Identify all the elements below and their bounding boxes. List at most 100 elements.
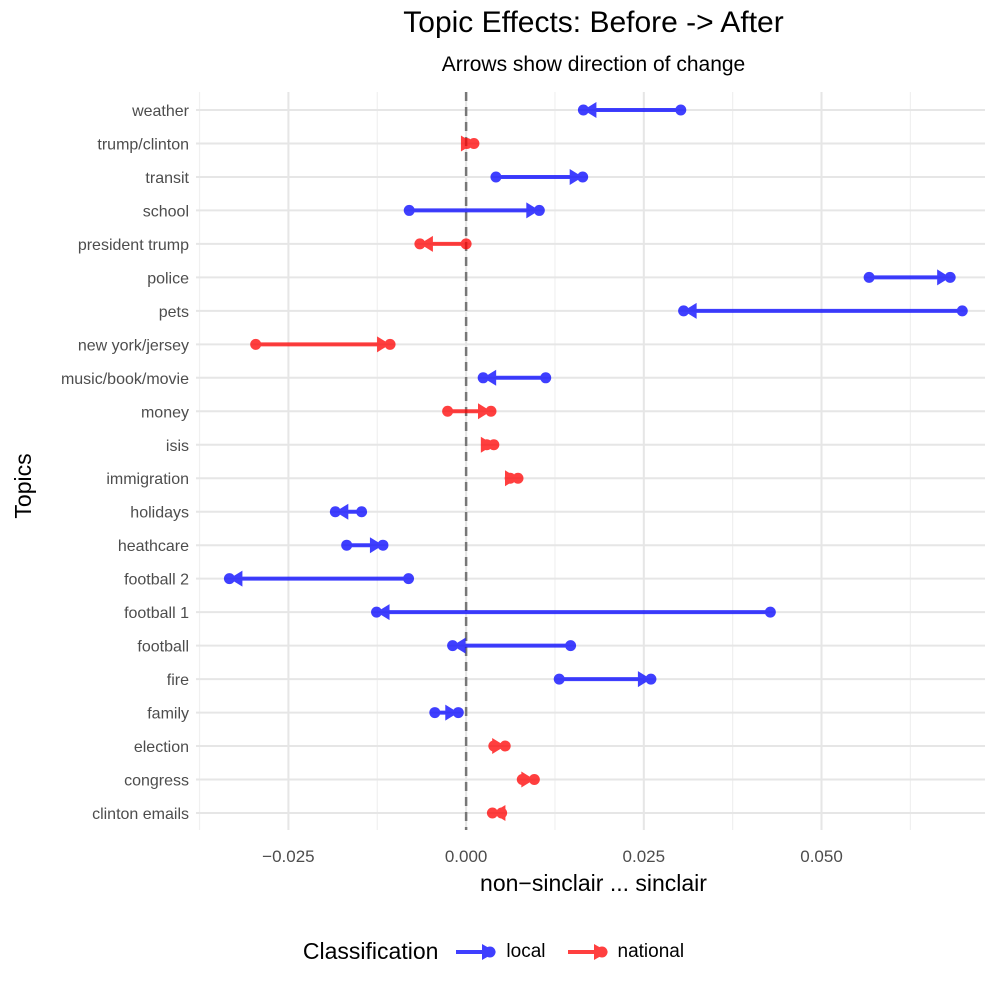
arrow-head xyxy=(377,336,391,353)
y-tick-label: isis xyxy=(166,438,189,455)
y-tick-label: new york/jersey xyxy=(78,337,189,354)
x-tick-label: −0.025 xyxy=(262,847,314,866)
before-point xyxy=(403,204,415,216)
before-point xyxy=(540,372,552,384)
arrow-head xyxy=(569,168,583,185)
topic-arrow xyxy=(488,738,511,755)
y-tick-label: trump/clinton xyxy=(97,136,189,153)
legend-key-arrow xyxy=(456,943,497,960)
arrow-head xyxy=(492,805,506,821)
arrow-head xyxy=(526,202,540,219)
topic-arrow xyxy=(250,336,396,353)
topic-arrow xyxy=(486,805,508,821)
arrow-head xyxy=(460,135,474,152)
topic-arrow xyxy=(329,503,368,520)
y-tick-label: school xyxy=(143,203,189,220)
arrow-head xyxy=(637,671,651,688)
legend-key-local-icon xyxy=(456,943,497,960)
before-point xyxy=(341,539,353,551)
legend: Classification local national xyxy=(0,938,997,965)
y-tick-label: football 1 xyxy=(124,605,189,622)
topic-arrow xyxy=(442,403,497,420)
arrow-head xyxy=(445,704,459,721)
arrow-head xyxy=(477,403,491,420)
arrow-head xyxy=(683,302,697,319)
topic-arrow xyxy=(341,537,389,554)
before-point xyxy=(250,338,262,350)
y-tick-label: football 2 xyxy=(124,572,189,589)
legend-label-local: local xyxy=(506,940,546,962)
y-tick-label: fire xyxy=(167,672,189,689)
topic-arrow xyxy=(577,102,687,118)
topic-arrow xyxy=(553,671,657,688)
y-tick-label: holidays xyxy=(130,505,189,522)
arrow-head xyxy=(504,470,518,487)
y-tick-label: election xyxy=(134,739,189,756)
before-point xyxy=(764,606,776,618)
before-point xyxy=(429,707,441,719)
y-tick-label: heathcare xyxy=(118,538,189,555)
before-point xyxy=(356,506,368,518)
topic-arrow xyxy=(414,235,472,252)
topic-arrow xyxy=(429,704,464,721)
topic-arrow xyxy=(447,637,577,654)
y-tick-label: pets xyxy=(159,304,189,321)
y-tick-label: music/book/movie xyxy=(61,371,189,388)
arrow-head xyxy=(583,102,597,118)
y-tick-label: weather xyxy=(131,103,190,120)
before-point xyxy=(460,238,472,250)
before-point xyxy=(490,171,502,183)
arrow-head xyxy=(419,235,433,252)
topic-arrow xyxy=(223,570,415,587)
topic-arrow xyxy=(371,604,776,621)
legend-key-national-icon xyxy=(567,943,608,960)
legend-label-national: national xyxy=(617,940,685,962)
arrow-head xyxy=(335,503,349,520)
arrow-head xyxy=(492,738,506,755)
x-tick-label: 0.025 xyxy=(623,847,666,866)
arrow-head xyxy=(521,771,535,788)
chart-subtitle: Arrows show direction of change xyxy=(441,53,746,76)
arrow-head xyxy=(369,537,383,554)
y-tick-label: president trump xyxy=(78,237,189,254)
y-tick-label: immigration xyxy=(106,471,189,488)
legend-title: Classification xyxy=(302,938,439,964)
legend-item-national: national xyxy=(566,940,685,963)
y-tick-label: family xyxy=(147,706,189,723)
topic-arrow xyxy=(504,470,524,487)
y-tick-label: football xyxy=(137,639,189,656)
x-tick-label: 0.000 xyxy=(445,847,488,866)
arrow-head xyxy=(480,436,494,453)
topic-arrow xyxy=(477,369,552,386)
arrow-head xyxy=(937,269,951,286)
y-tick-label: congress xyxy=(124,773,189,790)
arrow-head xyxy=(376,604,390,621)
before-point xyxy=(565,640,577,652)
x-axis-label: non−sinclair ... sinclair xyxy=(480,870,707,896)
topic-arrow xyxy=(480,436,500,453)
arrow-head xyxy=(229,570,243,587)
x-tick-label: 0.050 xyxy=(800,847,843,866)
legend-key-arrow xyxy=(567,943,608,960)
arrow-head xyxy=(483,369,497,386)
before-point xyxy=(675,104,687,116)
y-tick-label: money xyxy=(141,404,189,421)
y-tick-label: clinton emails xyxy=(92,806,189,823)
topic-arrow xyxy=(516,771,540,788)
before-point xyxy=(442,405,454,417)
chart-title: Topic Effects: Before -> After xyxy=(403,6,784,39)
legend-key-point xyxy=(484,946,496,957)
arrow-head xyxy=(452,637,466,654)
topic-arrow xyxy=(403,202,545,219)
before-point xyxy=(956,305,968,317)
topic-arrow xyxy=(678,302,968,319)
topic-arrow xyxy=(490,168,589,185)
before-point xyxy=(553,673,565,685)
y-tick-label: transit xyxy=(145,170,189,187)
legend-key-point xyxy=(596,946,607,957)
topic-arrow xyxy=(460,135,480,152)
before-point xyxy=(863,271,875,283)
topic-arrow xyxy=(863,269,956,286)
y-tick-label: police xyxy=(147,270,189,287)
